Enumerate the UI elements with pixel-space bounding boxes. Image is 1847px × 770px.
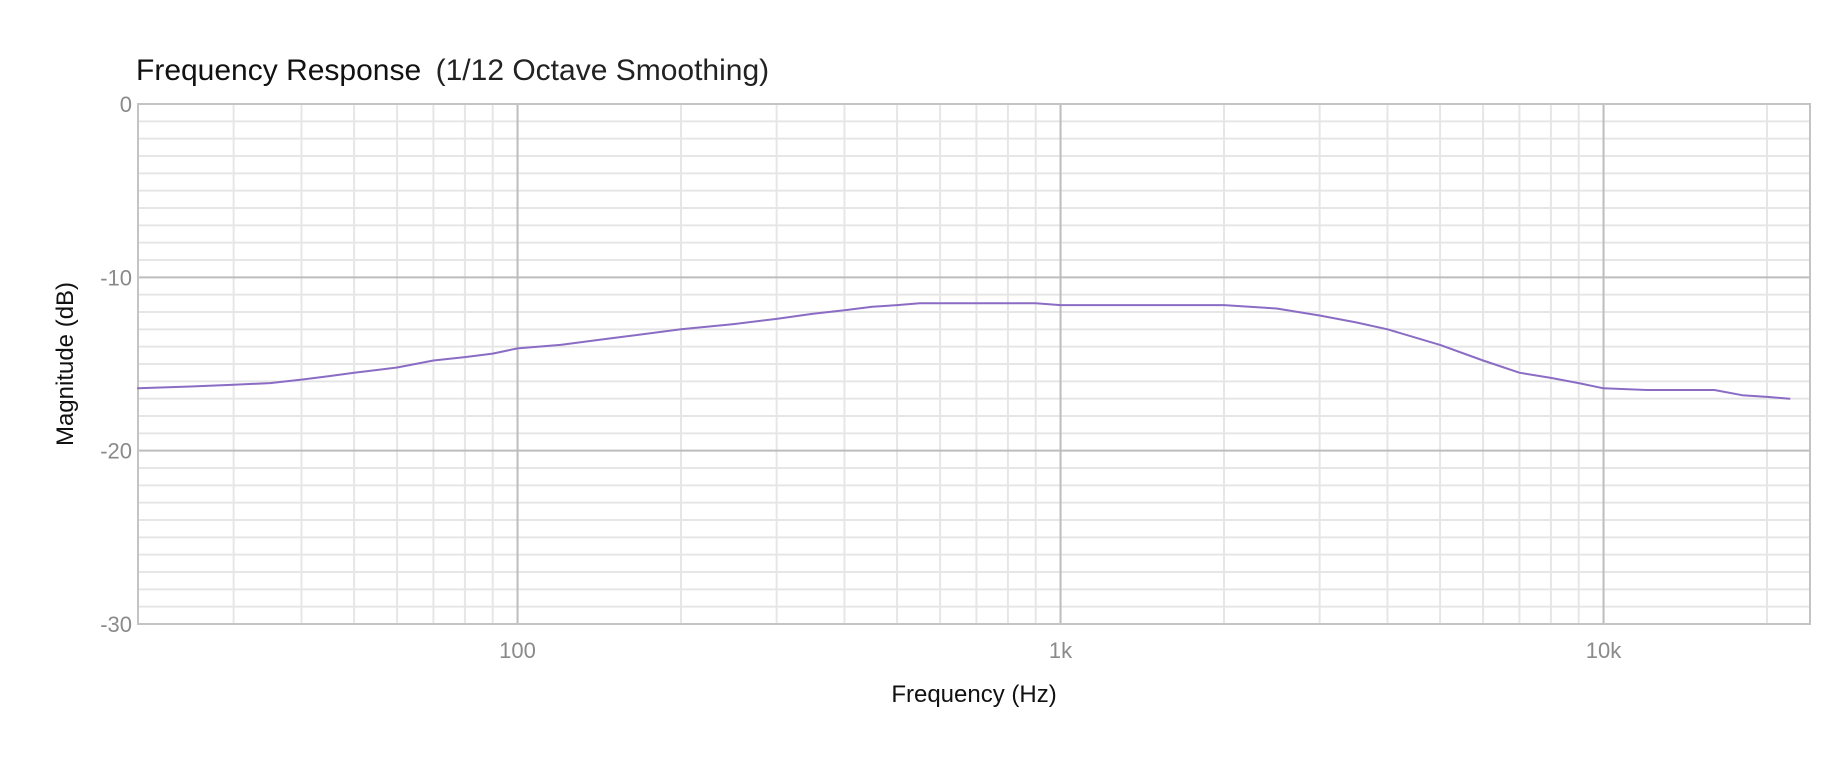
plot-frame bbox=[137, 103, 1811, 625]
x-tick-labels: 100 1k 10k bbox=[499, 638, 1622, 663]
chart-title: Frequency Response (1/12 Octave Smoothin… bbox=[136, 54, 769, 87]
y-axis-label: Magnitude (dB) bbox=[52, 282, 79, 446]
x-axis-label: Frequency (Hz) bbox=[891, 681, 1056, 708]
y-tick-label: -10 bbox=[100, 265, 132, 290]
y-tick-label: 0 bbox=[120, 92, 132, 117]
series-layer bbox=[137, 302, 1791, 400]
minor-gridlines bbox=[138, 104, 1810, 624]
x-tick-label: 100 bbox=[499, 638, 536, 663]
y-tick-labels: 0 -10 -20 -30 bbox=[100, 92, 132, 637]
series-line bbox=[137, 302, 1791, 400]
chart-title-subtitle: (1/12 Octave Smoothing) bbox=[436, 54, 770, 87]
y-tick-label: -30 bbox=[100, 612, 132, 637]
chart-title-main: Frequency Response bbox=[136, 54, 421, 87]
x-tick-label: 10k bbox=[1586, 638, 1622, 663]
y-tick-label: -20 bbox=[100, 439, 132, 464]
x-tick-label: 1k bbox=[1049, 638, 1073, 663]
